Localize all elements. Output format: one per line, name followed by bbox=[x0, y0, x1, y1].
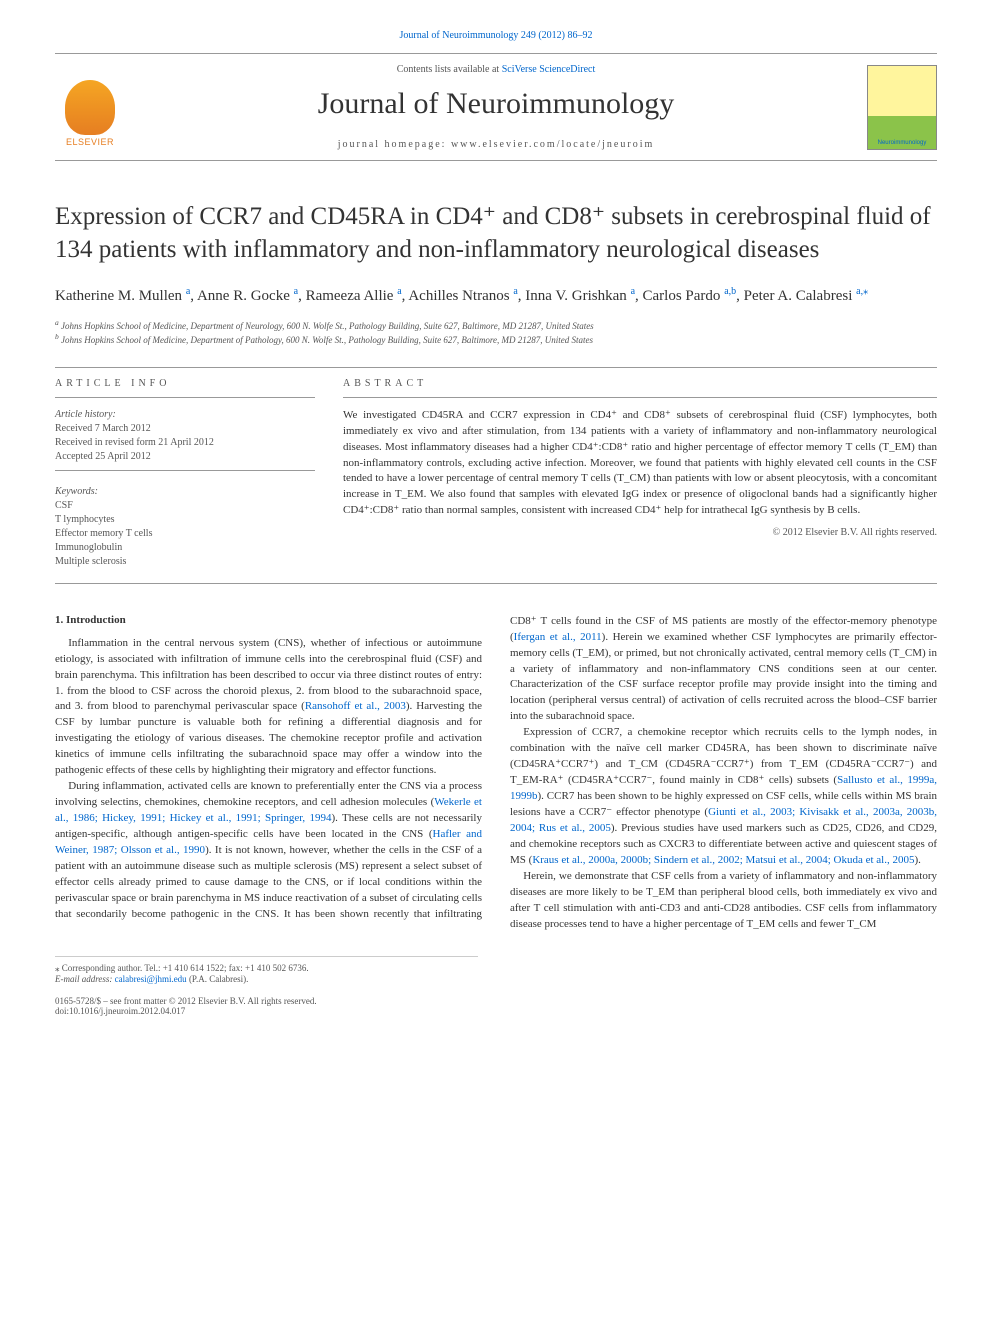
doi-line: doi:10.1016/j.jneuroim.2012.04.017 bbox=[55, 1006, 937, 1016]
keywords-block: Keywords: CSFT lymphocytesEffector memor… bbox=[55, 485, 315, 569]
divider bbox=[55, 397, 315, 398]
contents-prefix: Contents lists available at bbox=[397, 64, 502, 75]
history-label: Article history: bbox=[55, 408, 315, 422]
cover-text: Neuroimmunology bbox=[878, 140, 927, 146]
sciencedirect-link[interactable]: SciVerse ScienceDirect bbox=[502, 64, 596, 75]
affiliation-a: a Johns Hopkins School of Medicine, Depa… bbox=[55, 318, 937, 333]
intro-p4: Herein, we demonstrate that CSF cells fr… bbox=[510, 869, 937, 933]
affiliations: a Johns Hopkins School of Medicine, Depa… bbox=[55, 318, 937, 347]
journal-cover-icon: Neuroimmunology bbox=[867, 65, 937, 150]
homepage-prefix: journal homepage: bbox=[338, 139, 451, 150]
keyword: CSF bbox=[55, 499, 315, 513]
citation-link[interactable]: Journal of Neuroimmunology 249 (2012) 86… bbox=[55, 30, 937, 41]
author: Achilles Ntranos a bbox=[408, 288, 517, 304]
author: Peter A. Calabresi a,⁎ bbox=[744, 288, 868, 304]
elsevier-tree-icon bbox=[65, 80, 115, 135]
keyword: T lymphocytes bbox=[55, 513, 315, 527]
homepage-url[interactable]: www.elsevier.com/locate/jneuroim bbox=[451, 139, 654, 150]
received-date: Received 7 March 2012 bbox=[55, 422, 315, 436]
intro-p1: Inflammation in the central nervous syst… bbox=[55, 636, 482, 779]
affiliation-b: b Johns Hopkins School of Medicine, Depa… bbox=[55, 332, 937, 347]
corresponding-author-note: ⁎ Corresponding author. Tel.: +1 410 614… bbox=[55, 956, 478, 984]
corr-marker[interactable]: ⁎ bbox=[863, 286, 868, 297]
article-info: Article history: Received 7 March 2012 R… bbox=[55, 408, 315, 464]
keywords-label: Keywords: bbox=[55, 485, 315, 499]
divider bbox=[55, 367, 937, 368]
corr-tel-fax: ⁎ Corresponding author. Tel.: +1 410 614… bbox=[55, 963, 478, 974]
author: Carlos Pardo a,b bbox=[643, 288, 737, 304]
intro-p3: Expression of CCR7, a chemokine receptor… bbox=[510, 725, 937, 868]
ref-link[interactable]: Kraus et al., 2000a, 2000b; Sindern et a… bbox=[532, 854, 914, 866]
issn-line: 0165-5728/$ – see front matter © 2012 El… bbox=[55, 996, 937, 1006]
author-list: Katherine M. Mullen a, Anne R. Gocke a, … bbox=[55, 284, 937, 308]
elsevier-logo: ELSEVIER bbox=[55, 67, 125, 147]
journal-header: ELSEVIER Contents lists available at Sci… bbox=[55, 53, 937, 161]
ref-link[interactable]: Ransohoff et al., 2003 bbox=[305, 700, 406, 712]
keyword: Immunoglobulin bbox=[55, 541, 315, 555]
keyword: Multiple sclerosis bbox=[55, 555, 315, 569]
author: Rameeza Allie a bbox=[306, 288, 402, 304]
journal-name: Journal of Neuroimmunology bbox=[125, 87, 867, 121]
divider bbox=[55, 470, 315, 471]
divider bbox=[343, 397, 937, 398]
ref-link[interactable]: Ifergan et al., 2011 bbox=[514, 631, 602, 643]
accepted-date: Accepted 25 April 2012 bbox=[55, 450, 315, 464]
email-link[interactable]: calabresi@jhmi.edu bbox=[115, 974, 187, 984]
revised-date: Received in revised form 21 April 2012 bbox=[55, 436, 315, 450]
header-center: Contents lists available at SciVerse Sci… bbox=[125, 64, 867, 150]
homepage-line: journal homepage: www.elsevier.com/locat… bbox=[125, 139, 867, 150]
abstract-text: We investigated CD45RA and CCR7 expressi… bbox=[343, 408, 937, 520]
article-title: Expression of CCR7 and CD45RA in CD4⁺ an… bbox=[55, 201, 937, 266]
abstract-heading: ABSTRACT bbox=[343, 378, 937, 389]
corr-email: E-mail address: calabresi@jhmi.edu (P.A.… bbox=[55, 974, 478, 984]
footer-meta: 0165-5728/$ – see front matter © 2012 El… bbox=[55, 996, 937, 1016]
abstract-copyright: © 2012 Elsevier B.V. All rights reserved… bbox=[343, 527, 937, 538]
article-info-heading: ARTICLE INFO bbox=[55, 378, 315, 389]
author: Inna V. Grishkan a bbox=[525, 288, 635, 304]
divider bbox=[55, 583, 937, 584]
elsevier-logo-text: ELSEVIER bbox=[66, 137, 114, 147]
intro-heading: 1. Introduction bbox=[55, 614, 482, 626]
author: Anne R. Gocke a bbox=[197, 288, 298, 304]
contents-line: Contents lists available at SciVerse Sci… bbox=[125, 64, 867, 75]
author: Katherine M. Mullen a bbox=[55, 288, 190, 304]
keyword: Effector memory T cells bbox=[55, 527, 315, 541]
